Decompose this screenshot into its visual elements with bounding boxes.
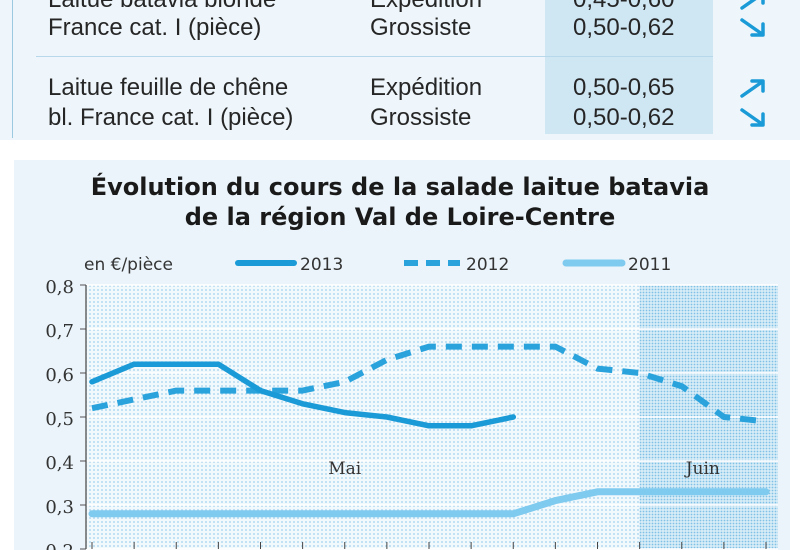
y-tick-label: 0,6 <box>45 365 74 386</box>
chart-subtitle: de la région Val de Loire-Centre <box>184 203 616 231</box>
series-2011-line <box>88 488 770 518</box>
product-category: France cat. I (pièce) <box>48 14 262 41</box>
y-tick-label: 0,2 <box>45 541 74 550</box>
price-table: Laitue batavia blonde France cat. I (piè… <box>0 0 800 140</box>
price-column-band <box>545 0 713 134</box>
market-label: Expédition <box>370 0 482 14</box>
y-tick-label: 0,8 <box>45 277 74 298</box>
price-range: 0,50-0,62 <box>573 14 675 41</box>
legend-label-2012: 2012 <box>466 255 509 275</box>
product-name: Laitue batavia blonde <box>48 0 276 14</box>
legend-label-2013: 2013 <box>300 255 343 275</box>
y-unit-label: en €/pièce <box>84 255 173 275</box>
month-label: Mai <box>328 459 362 479</box>
market-label: Grossiste <box>370 14 472 41</box>
table-left-rule <box>12 0 13 138</box>
arrow-up-right-icon <box>740 79 765 98</box>
y-tick-label: 0,4 <box>45 453 74 474</box>
row-separator <box>36 56 713 57</box>
chart-title: Évolution du cours de la salade laitue b… <box>90 173 710 201</box>
series-2012-line <box>91 343 767 425</box>
legend-label-2011: 2011 <box>628 255 671 275</box>
series-2013-line <box>89 361 517 429</box>
product-category: bl. France cat. I (pièce) <box>48 104 294 131</box>
y-tick-label: 0,5 <box>45 409 74 430</box>
arrow-down-right-icon <box>740 108 765 127</box>
price-range: 0,50-0,65 <box>573 74 675 101</box>
y-tick-label: 0,3 <box>45 497 74 518</box>
market-label: Grossiste <box>370 104 472 131</box>
product-name: Laitue feuille de chêne <box>48 74 289 101</box>
arrow-up-right-icon <box>740 0 765 10</box>
price-range: 0,45-0,60 <box>573 0 674 14</box>
y-tick-label: 0,7 <box>45 321 74 342</box>
price-range: 0,50-0,62 <box>573 104 675 131</box>
month-label: Juin <box>684 459 720 479</box>
arrow-down-right-icon <box>740 18 765 37</box>
market-label: Expédition <box>370 74 483 101</box>
